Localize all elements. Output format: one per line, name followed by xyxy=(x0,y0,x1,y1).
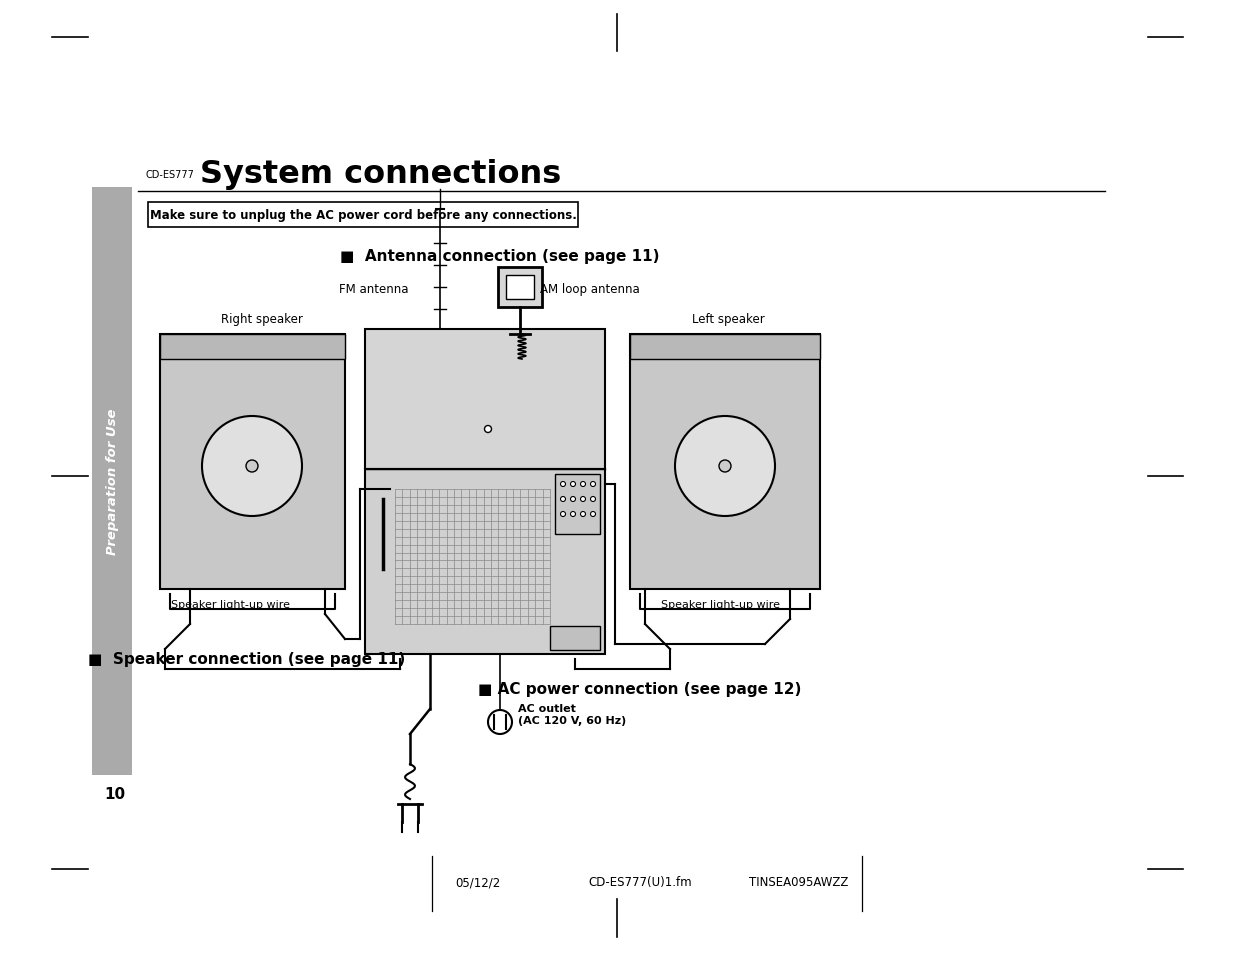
Circle shape xyxy=(571,482,576,487)
Text: 05/12/2: 05/12/2 xyxy=(454,876,500,888)
Circle shape xyxy=(719,460,731,473)
Text: 10: 10 xyxy=(105,786,126,801)
Bar xyxy=(91,188,132,775)
Circle shape xyxy=(488,710,513,734)
Circle shape xyxy=(484,426,492,433)
Bar xyxy=(161,335,345,589)
Circle shape xyxy=(561,482,566,487)
Bar xyxy=(555,475,600,535)
Text: ■  Speaker connection (see page 11): ■ Speaker connection (see page 11) xyxy=(89,652,405,667)
Circle shape xyxy=(561,497,566,502)
Text: CD-ES777(U)1.fm: CD-ES777(U)1.fm xyxy=(588,876,692,888)
Circle shape xyxy=(571,512,576,517)
Circle shape xyxy=(676,416,776,517)
Text: Right speaker: Right speaker xyxy=(221,314,303,326)
Circle shape xyxy=(571,497,576,502)
Bar xyxy=(498,268,542,308)
FancyBboxPatch shape xyxy=(630,335,820,359)
Text: AM loop antenna: AM loop antenna xyxy=(540,283,640,296)
Bar xyxy=(506,275,534,299)
Circle shape xyxy=(203,416,303,517)
Circle shape xyxy=(580,482,585,487)
Text: CD-ES777: CD-ES777 xyxy=(144,170,194,180)
Circle shape xyxy=(580,497,585,502)
Circle shape xyxy=(580,512,585,517)
Circle shape xyxy=(590,497,595,502)
Circle shape xyxy=(246,460,258,473)
Text: TINSEA095AWZZ: TINSEA095AWZZ xyxy=(748,876,848,888)
Circle shape xyxy=(590,482,595,487)
Circle shape xyxy=(590,512,595,517)
Text: Preparation for Use: Preparation for Use xyxy=(105,408,119,555)
FancyBboxPatch shape xyxy=(161,335,345,359)
Bar xyxy=(550,626,600,650)
Text: Speaker light-up wire: Speaker light-up wire xyxy=(661,599,779,609)
Text: System connections: System connections xyxy=(200,159,561,191)
Text: ■ AC power connection (see page 12): ■ AC power connection (see page 12) xyxy=(478,681,802,697)
Bar xyxy=(148,203,578,228)
Bar xyxy=(366,470,605,655)
Text: ■  Antenna connection (see page 11): ■ Antenna connection (see page 11) xyxy=(341,250,659,264)
Circle shape xyxy=(561,512,566,517)
Text: FM antenna: FM antenna xyxy=(338,283,408,296)
Text: Left speaker: Left speaker xyxy=(692,314,764,326)
Text: AC outlet
(AC 120 V, 60 Hz): AC outlet (AC 120 V, 60 Hz) xyxy=(517,703,626,725)
Text: Make sure to unplug the AC power cord before any connections.: Make sure to unplug the AC power cord be… xyxy=(149,209,577,222)
Bar xyxy=(366,330,605,470)
Text: Speaker light-up wire: Speaker light-up wire xyxy=(170,599,289,609)
Bar xyxy=(630,335,820,589)
